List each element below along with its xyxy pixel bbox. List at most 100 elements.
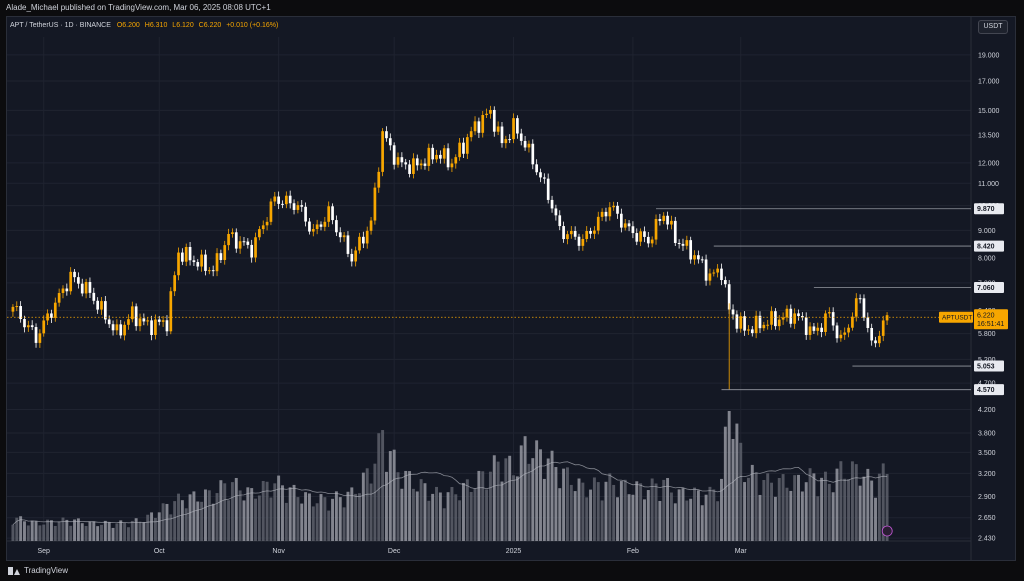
candle-body [196,262,200,267]
candle-body [431,147,435,160]
candle-body [623,223,627,228]
volume-bar [539,449,542,541]
candle-body [508,139,512,141]
volume-bar [242,500,246,541]
candle-body [442,148,446,159]
candle-body [681,243,685,246]
volume-bar [712,489,716,541]
ohlc-values: O6.200 H6.310 L6.120 C6.220 +0.010 (+0.1… [117,22,282,29]
volume-bar [15,517,19,541]
chart-pane[interactable]: 19.00017.00015.00013.50012.00011.00010.0… [6,16,1017,562]
candle-body [50,313,53,318]
volume-bar [427,500,431,541]
volume-bar [238,490,242,541]
candle-body [608,207,612,217]
volume-bar [419,479,423,541]
candle-body [770,311,773,325]
candle-body [192,260,196,263]
volume-bar [639,483,643,541]
candle-body [646,236,650,244]
volume-bar [265,481,269,541]
publish-bar: Alade_Michael published on TradingView.c… [0,0,1024,16]
candle-body [169,291,173,332]
price-tick-label: 4.700 [978,381,996,388]
brand-label: TradingView [24,566,69,575]
volume-bar [261,480,265,541]
candle-body [781,317,785,320]
candle-body [181,252,184,262]
time-tick-label: Mar [735,548,748,555]
volume-bar [377,433,381,541]
volume-bar [654,483,658,541]
tradingview-brand[interactable]: TradingView [8,566,68,575]
candle-body [200,254,203,267]
high-value: H6.310 [144,22,168,29]
volume-bar [49,520,53,541]
candle-body [415,158,419,166]
volume-bar [373,463,377,541]
volume-bar [338,497,342,541]
candle-body [23,319,26,328]
candle-body [643,231,646,237]
volume-bar [816,496,820,541]
volume-bar [881,463,885,541]
volume-bar [781,474,785,541]
level-label: 9.870 [977,206,995,213]
volume-bar [369,483,373,541]
candle-body [327,206,331,222]
volume-bar [481,471,485,541]
candle-body [88,282,92,293]
volume-bar [508,455,512,541]
volume-bar [404,470,408,541]
candle-body [558,215,562,227]
candle-body [827,312,831,314]
volume-bar [666,478,670,541]
volume-bar [76,518,80,541]
candle-body [385,131,388,139]
volume-bar [770,482,774,541]
candle-body [743,316,746,331]
candle-body [34,327,38,343]
volume-bar [319,494,323,541]
candle-body [246,241,250,245]
volume-bar [315,503,319,541]
candle-body [219,253,223,260]
candle-body [527,143,531,148]
volume-bar [458,500,462,541]
volume-bar [246,487,250,541]
candle-body [716,268,719,273]
candle-body [107,319,111,325]
volume-bar [34,521,38,541]
candle-body [750,329,754,334]
volume-bar [126,527,130,541]
volume-bar [762,479,766,541]
volume-bar [146,514,150,541]
volume-bar [465,479,469,541]
volume-bar [284,502,288,541]
volume-bar [331,498,335,541]
volume-bar [130,520,134,541]
bar-countdown: 16:51:41 [977,321,1004,328]
volume-bar [26,525,30,541]
candle-body [604,211,608,217]
candle-body [851,316,854,328]
volume-bar [488,471,492,541]
candle-body [123,324,126,336]
volume-bar [61,517,65,541]
volume-bar [84,525,88,541]
candle-body [858,298,862,300]
currency-button[interactable]: USDT [978,20,1008,34]
volume-bar [227,500,231,541]
candle-body [612,205,616,208]
volume-bar [727,411,731,541]
candle-body [215,253,219,272]
volume-bar [542,478,546,541]
price-chart[interactable]: 19.00017.00015.00013.50012.00011.00010.0… [7,17,1017,562]
volume-bar [473,488,477,541]
candle-body [801,316,804,318]
volume-bar [157,512,161,541]
candle-body [550,199,554,209]
candle-body [338,232,342,238]
volume-bar [150,512,154,541]
candle-body [130,306,134,320]
